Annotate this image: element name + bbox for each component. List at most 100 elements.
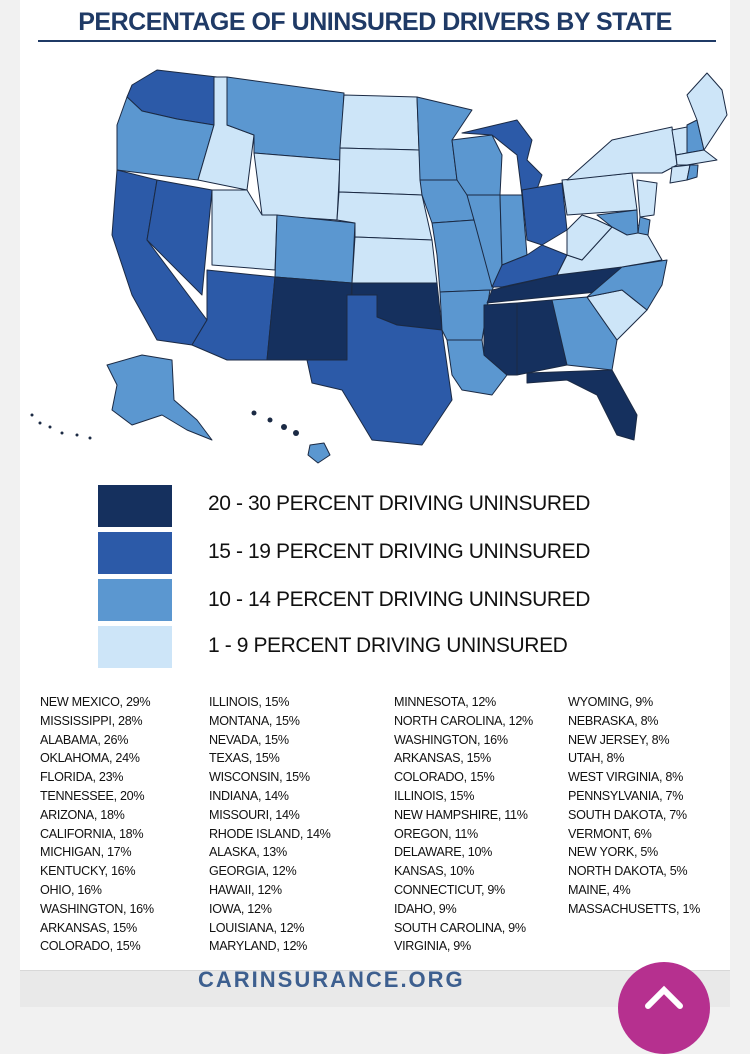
state-list-item: NORTH DAKOTA, 5% — [568, 864, 688, 879]
state-list-item: RHODE ISLAND, 14% — [209, 826, 331, 841]
legend-label-1-9: 1 - 9 PERCENT DRIVING UNINSURED — [208, 634, 568, 657]
island-chain-decor — [30, 410, 299, 440]
legend-label-20-30: 20 - 30 PERCENT DRIVING UNINSURED — [208, 492, 590, 515]
state-list-column-4: WYOMING, 9% NEBRASKA, 8% NEW JERSEY, 8% UTA… — [568, 693, 700, 919]
legend-label-10-14: 10 - 14 PERCENT DRIVING UNINSURED — [208, 588, 590, 611]
map-state-AK — [106, 354, 213, 441]
map-state-RI — [686, 164, 699, 181]
map-state-DE — [637, 216, 651, 236]
state-list-item: OKLAHOMA, 24% — [40, 751, 140, 766]
state-list-item: CONNECTICUT, 9% — [394, 882, 505, 897]
map-state-MD — [596, 209, 639, 236]
footer-bar — [20, 970, 730, 1007]
state-list-item: PENNSYLVANIA, 7% — [568, 788, 684, 803]
state-list-item: MONTANA, 15% — [209, 713, 300, 728]
scroll-to-top-button[interactable] — [618, 962, 710, 1054]
state-list-item: FLORIDA, 23% — [40, 770, 124, 785]
state-list-item: GEORGIA, 12% — [209, 864, 297, 879]
state-list-item: SOUTH DAKOTA, 7% — [568, 807, 687, 822]
state-list-item: IDAHO, 9% — [394, 901, 457, 916]
state-list-item: ILLINOIS, 15% — [394, 788, 475, 803]
map-state-MA — [675, 149, 718, 166]
legend-swatch-10-14 — [98, 579, 172, 621]
state-list-item: MAINE, 4% — [568, 882, 631, 897]
map-state-NJ — [636, 179, 658, 218]
state-list-item: ALABAMA, 26% — [40, 732, 129, 747]
state-list-item: WEST VIRGINIA, 8% — [568, 770, 684, 785]
map-state-AZ — [191, 269, 276, 361]
us-map — [30, 69, 728, 464]
state-list-item: MINNESOTA, 12% — [394, 695, 496, 709]
map-state-WY — [253, 152, 341, 221]
state-list-item: CALIFORNIA, 18% — [40, 826, 144, 841]
state-list-item: COLORADO, 15% — [394, 770, 495, 785]
page-title: PERCENTAGE OF UNINSURED DRIVERS BY STATE — [78, 8, 672, 36]
map-state-MI — [461, 119, 543, 196]
state-list-item: SOUTH CAROLINA, 9% — [394, 920, 526, 935]
state-list-item: OREGON, 11% — [394, 826, 478, 841]
map-state-AR — [439, 289, 491, 341]
state-list-item: NEW YORK, 5% — [568, 845, 658, 860]
state-list-item: NEW HAMPSHIRE, 11% — [394, 807, 528, 822]
state-list-item: NEVADA, 15% — [209, 732, 289, 747]
state-list-item: MISSISSIPPI, 28% — [40, 713, 143, 728]
map-state-GA — [551, 296, 618, 371]
map-state-NM — [266, 276, 353, 361]
state-list-item: WYOMING, 9% — [568, 695, 653, 709]
state-list-item: LOUISIANA, 12% — [209, 920, 305, 935]
state-list-item: MICHIGAN, 17% — [40, 845, 132, 860]
state-list-item: TEXAS, 15% — [209, 751, 280, 766]
state-list-item: COLORADO, 15% — [40, 939, 141, 954]
brand-logo[interactable]: CARINSURANCE.ORG — [198, 967, 465, 992]
state-list-item: ALASKA, 13% — [209, 845, 287, 860]
state-list-item: KENTUCKY, 16% — [40, 864, 136, 879]
state-list-item: VERMONT, 6% — [568, 826, 652, 841]
map-state-OH — [521, 182, 568, 246]
state-list-item: OHIO, 16% — [40, 882, 102, 897]
state-list-item: WISCONSIN, 15% — [209, 770, 310, 785]
legend-label-15-19: 15 - 19 PERCENT DRIVING UNINSURED — [208, 540, 590, 563]
map-state-ND — [339, 94, 420, 151]
state-list-item: WASHINGTON, 16% — [40, 901, 154, 916]
state-list-item: NORTH CAROLINA, 12% — [394, 713, 533, 728]
state-list-item: MASSACHUSETTS, 1% — [568, 901, 701, 916]
map-state-CO — [274, 214, 356, 284]
state-list-item: NEW JERSEY, 8% — [568, 732, 670, 747]
state-list-item: ARIZONA, 18% — [40, 807, 125, 822]
legend-swatch-15-19 — [98, 532, 172, 574]
state-list-column-1: NEW MEXICO, 29% MISSISSIPPI, 28% ALABAMA, … — [40, 693, 154, 956]
map-state-HI — [307, 442, 331, 464]
state-list-item: IOWA, 12% — [209, 901, 272, 916]
state-list-column-3: MINNESOTA, 12% NORTH CAROLINA, 12% WASHING… — [394, 693, 533, 956]
map-state-TX — [306, 294, 453, 446]
state-list-item: DELAWARE, 10% — [394, 845, 493, 860]
map-state-IN — [499, 194, 528, 266]
map-state-KY — [491, 244, 568, 288]
state-list-item: KANSAS, 10% — [394, 864, 474, 879]
state-list-item: TENNESSEE, 20% — [40, 788, 145, 803]
state-list-item: ILLINOIS, 15% — [209, 695, 290, 709]
state-list-item: WASHINGTON, 16% — [394, 732, 508, 747]
state-list-item: VIRGINIA, 9% — [394, 939, 471, 954]
legend-swatch-1-9 — [98, 626, 172, 668]
state-list-item: MISSOURI, 14% — [209, 807, 300, 822]
state-list-item: UTAH, 8% — [568, 751, 625, 766]
map-state-FL — [526, 369, 638, 441]
legend-swatch-20-30 — [98, 485, 172, 527]
state-list-item: NEBRASKA, 8% — [568, 713, 659, 728]
map-state-KS — [351, 236, 438, 284]
state-list-item: ARKANSAS, 15% — [40, 920, 137, 935]
map-state-NV — [146, 179, 213, 296]
map-state-AL — [516, 299, 568, 376]
state-list-item: INDIANA, 14% — [209, 788, 289, 803]
map-state-MS — [483, 302, 518, 376]
map-state-SD — [338, 147, 423, 196]
state-list-item: ARKANSAS, 15% — [394, 751, 491, 766]
state-list-item: NEW MEXICO, 29% — [40, 695, 151, 709]
map-state-LA — [446, 339, 508, 396]
title-divider — [38, 40, 716, 42]
state-list-item: MARYLAND, 12% — [209, 939, 308, 954]
arrow-up-icon — [645, 985, 683, 1009]
map-state-NY — [566, 126, 678, 181]
state-list-item: HAWAII, 12% — [209, 882, 282, 897]
